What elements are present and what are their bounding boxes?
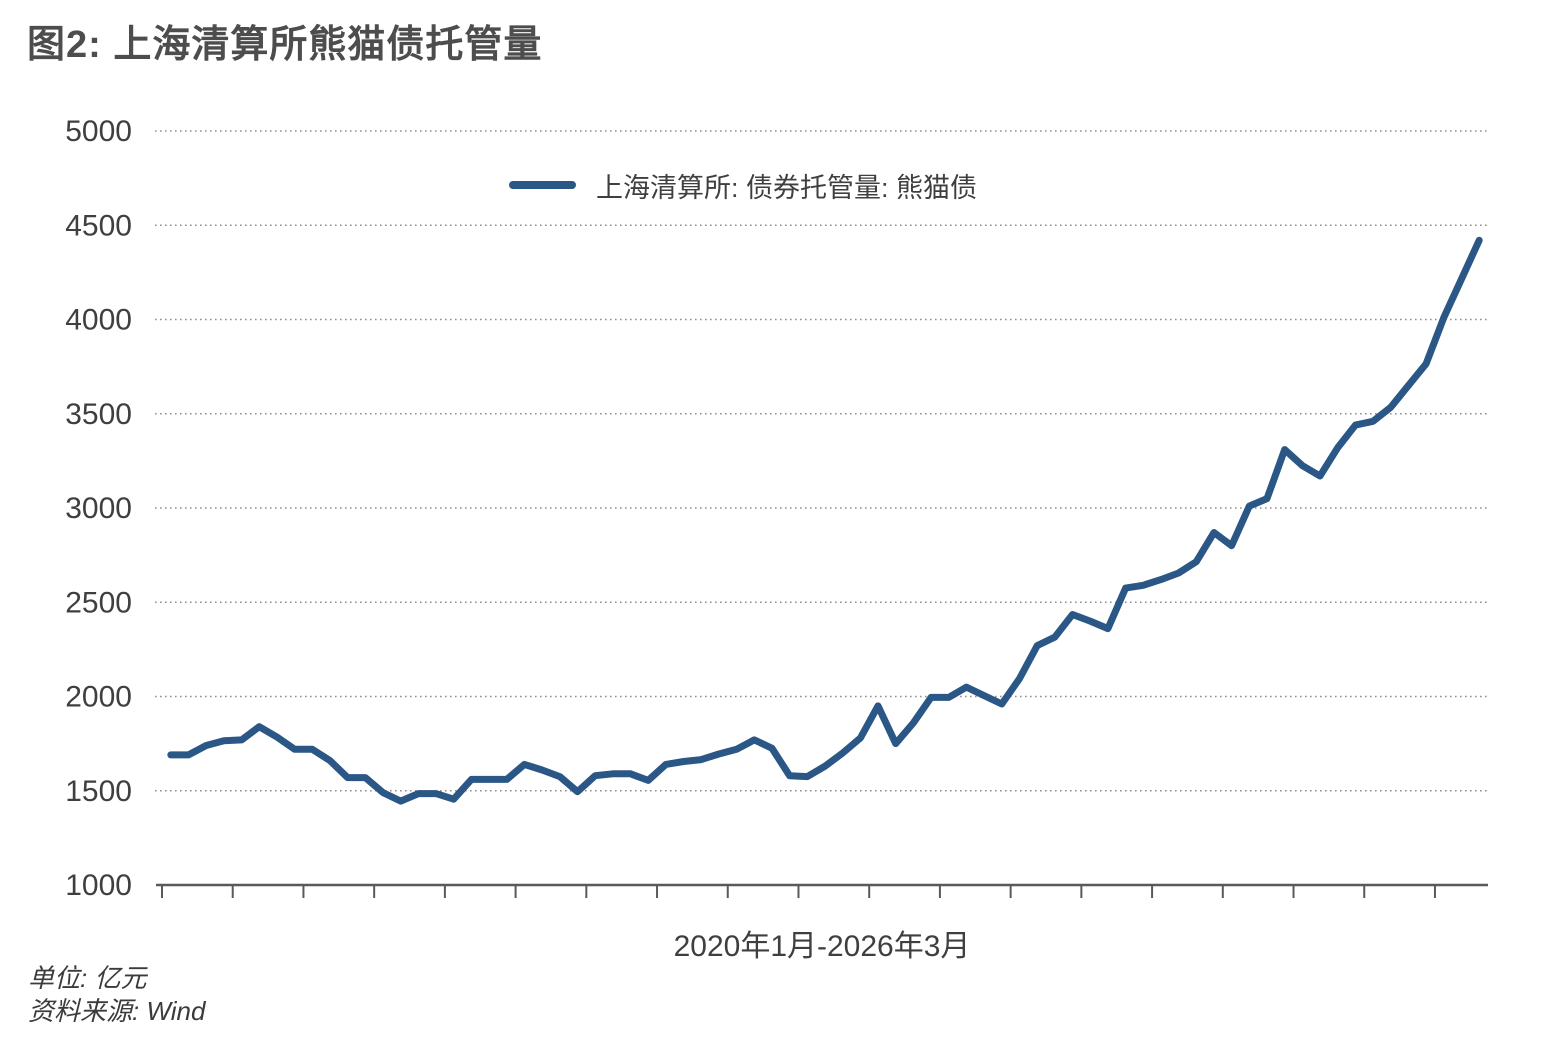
y-tick-label: 3000 <box>65 492 132 525</box>
source-note: 资料来源: Wind <box>28 996 206 1026</box>
y-tick-label: 2500 <box>65 586 132 619</box>
y-tick-label: 1500 <box>65 775 132 808</box>
legend-line-swatch <box>509 181 576 189</box>
y-tick-label: 1000 <box>65 869 132 902</box>
y-tick-label: 2000 <box>65 681 132 714</box>
footnotes: 单位: 亿元 资料来源: Wind <box>28 962 205 1028</box>
x-axis-title: 2020年1月-2026年3月 <box>673 930 971 963</box>
unit-note: 单位: 亿元 <box>28 963 147 993</box>
y-tick-label: 4000 <box>65 304 132 337</box>
y-tick-label: 4500 <box>65 209 132 242</box>
chart-title: 图2: 上海清算所熊猫债托管量 <box>27 24 543 66</box>
y-tick-label: 5000 <box>65 115 132 148</box>
series-line <box>167 236 1483 805</box>
legend: 上海清算所: 债券托管量: 熊猫债 <box>509 168 978 203</box>
y-tick-label: 3500 <box>65 398 132 431</box>
legend-series-label: 上海清算所: 债券托管量: 熊猫债 <box>596 172 978 203</box>
